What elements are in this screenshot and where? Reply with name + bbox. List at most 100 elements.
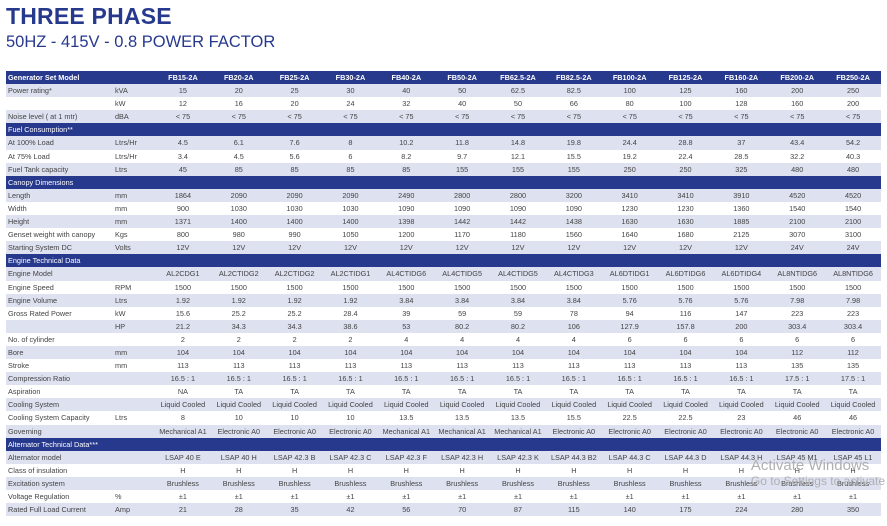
- table-cell: Liquid Cooled: [322, 398, 379, 412]
- row-unit: mm: [109, 359, 155, 373]
- table-cell: 59: [434, 306, 491, 320]
- table-cell: 16.5 : 1: [378, 372, 435, 386]
- table-cell: LSAP 44.3 B2: [545, 450, 602, 464]
- table-cell: 1442: [434, 215, 491, 229]
- table-cell: ±1: [769, 490, 826, 504]
- table-row: Width mm 900 1030 1030 1030 1090 1090 1090 1090 12…: [6, 201, 881, 216]
- row-unit: Ltrs: [109, 411, 155, 425]
- table-cell: 24V: [825, 241, 881, 255]
- table-cell: 85: [322, 162, 379, 176]
- table-cell: 2: [322, 332, 379, 346]
- model-header: FB160-2A: [713, 71, 770, 85]
- table-cell: 43.4: [769, 136, 826, 150]
- table-cell: 1230: [601, 201, 658, 216]
- table-cell: 1442: [490, 215, 546, 229]
- table-cell: 1500: [545, 280, 602, 294]
- table-cell: 15.5: [545, 149, 602, 163]
- table-cell: AL8NTIDG6: [769, 267, 826, 281]
- table-cell: < 75: [322, 110, 379, 124]
- table-cell: 85: [266, 162, 323, 176]
- table-cell: 1400: [322, 215, 379, 229]
- table-cell: ±1: [657, 490, 714, 504]
- row-unit: [109, 267, 155, 281]
- page-subtitle: 50HZ - 415V - 0.8 POWER FACTOR: [6, 33, 276, 51]
- table-cell: 12V: [210, 241, 267, 255]
- table-cell: 12V: [490, 241, 546, 255]
- table-cell: 16.5 : 1: [266, 372, 323, 386]
- table-cell: 1500: [210, 280, 267, 294]
- row-unit: dBA: [109, 110, 155, 124]
- table-cell: Brushless: [601, 476, 658, 490]
- table-cell: < 75: [155, 110, 211, 124]
- row-label: Excitation system: [6, 476, 109, 490]
- table-cell: 82.5: [545, 84, 602, 98]
- table-cell: 21: [155, 503, 211, 517]
- table-cell: Brushless: [155, 476, 211, 490]
- table-cell: 1540: [769, 201, 826, 216]
- row-label: Engine Speed: [6, 280, 109, 294]
- table-cell: Mechanical A1: [434, 424, 491, 438]
- table-cell: 1630: [657, 215, 714, 229]
- table-cell: 155: [545, 162, 602, 176]
- table-cell: ±1: [266, 490, 323, 504]
- table-cell: 1500: [322, 280, 379, 294]
- table-cell: Brushless: [713, 476, 770, 490]
- table-cell: 480: [769, 162, 826, 176]
- table-cell: Brushless: [266, 476, 323, 490]
- table-cell: 8: [155, 411, 211, 425]
- table-cell: H: [266, 463, 323, 477]
- table-cell: ±1: [210, 490, 267, 504]
- table-cell: 16.5 : 1: [155, 372, 211, 386]
- table-cell: 127.9: [601, 319, 658, 333]
- table-cell: 32.2: [769, 149, 826, 163]
- table-cell: 1.92: [155, 293, 211, 307]
- row-label: Stroke: [6, 359, 109, 373]
- table-cell: 35: [266, 503, 323, 517]
- table-cell: 1090: [490, 201, 546, 216]
- table-cell: LSAP 42.3 K: [490, 450, 546, 464]
- table-cell: 155: [434, 162, 491, 176]
- row-unit: Ltrs: [109, 293, 155, 307]
- table-row: Class of insulation H H H H H H H H H H H H H: [6, 463, 881, 477]
- table-row: HP 21.2 34.3 34.3 38.6 53 80.2 80.2 106 127.9 157.…: [6, 319, 881, 333]
- table-cell: 1560: [545, 228, 602, 242]
- table-cell: 1398: [378, 215, 435, 229]
- table-cell: 223: [769, 306, 826, 320]
- table-cell: 12V: [657, 241, 714, 255]
- table-cell: 16.5 : 1: [713, 372, 770, 386]
- table-row: Power rating* kVA 15 20 25 30 40 50 62.5 82.5 100 1…: [6, 84, 881, 98]
- row-unit: mm: [109, 201, 155, 216]
- table-cell: H: [657, 463, 714, 477]
- table-cell: 200: [769, 84, 826, 98]
- table-cell: 16.5 : 1: [434, 372, 491, 386]
- table-row: Engine Volume Ltrs 1.92 1.92 1.92 1.92 3.84 3.8…: [6, 293, 881, 307]
- row-label: Compression Ratio: [6, 372, 109, 386]
- table-cell: Liquid Cooled: [769, 398, 826, 412]
- table-cell: < 75: [657, 110, 714, 124]
- table-cell: 2100: [769, 215, 826, 229]
- table-cell: 303.4: [769, 319, 826, 333]
- table-cell: < 75: [545, 110, 602, 124]
- table-cell: 28.4: [322, 306, 379, 320]
- table-cell: 160: [713, 84, 770, 98]
- table-cell: AL4CTIDG6: [378, 267, 435, 281]
- table-cell: 140: [601, 503, 658, 517]
- row-unit: [109, 476, 155, 490]
- table-cell: 53: [378, 319, 435, 333]
- table-cell: 200: [713, 319, 770, 333]
- table-cell: 85: [378, 162, 435, 176]
- table-cell: 116: [657, 306, 714, 320]
- table-cell: 85: [210, 162, 267, 176]
- table-cell: Electronic A0: [266, 424, 323, 438]
- table-cell: 303.4: [825, 319, 881, 333]
- table-cell: 5.76: [713, 293, 770, 307]
- table-cell: 480: [825, 162, 881, 176]
- table-cell: 6: [825, 332, 881, 346]
- table-cell: ±1: [155, 490, 211, 504]
- table-row: Height mm 1371 1400 1400 1400 1398 1442 1442 1438…: [6, 215, 881, 229]
- model-header: FB82.5-2A: [545, 71, 602, 85]
- table-cell: 12: [155, 97, 211, 111]
- table-cell: ±1: [434, 490, 491, 504]
- table-cell: 87: [490, 503, 546, 517]
- table-cell: 22.5: [657, 411, 714, 425]
